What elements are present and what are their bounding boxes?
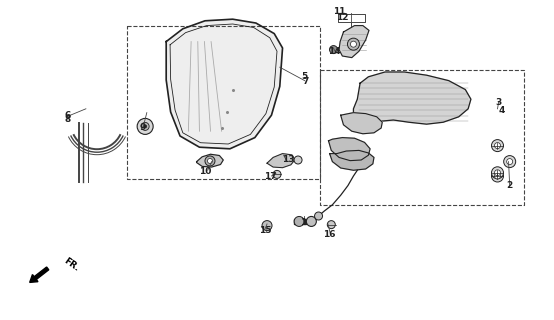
Circle shape [495, 170, 500, 176]
Circle shape [327, 221, 335, 228]
Text: 6: 6 [64, 111, 71, 120]
Polygon shape [166, 19, 283, 149]
Text: 13: 13 [282, 156, 294, 164]
Circle shape [495, 143, 500, 148]
Text: 14: 14 [329, 47, 341, 56]
Text: 2: 2 [506, 181, 513, 190]
Text: 8: 8 [64, 116, 71, 124]
Circle shape [294, 156, 302, 164]
Circle shape [205, 156, 215, 166]
Text: 16: 16 [324, 230, 336, 239]
Circle shape [141, 122, 149, 131]
Circle shape [491, 140, 504, 152]
FancyArrow shape [30, 267, 49, 282]
Circle shape [143, 125, 147, 128]
Text: 11: 11 [333, 7, 345, 16]
Polygon shape [329, 138, 370, 161]
Text: 4: 4 [498, 106, 505, 115]
Circle shape [315, 212, 322, 220]
Circle shape [207, 158, 213, 164]
Text: 1: 1 [300, 218, 307, 227]
Circle shape [137, 118, 153, 134]
Text: 9: 9 [140, 124, 146, 132]
Polygon shape [267, 154, 295, 168]
Circle shape [491, 167, 504, 179]
Text: 17: 17 [264, 172, 276, 181]
Text: 12: 12 [336, 13, 348, 22]
Polygon shape [197, 154, 223, 167]
Circle shape [330, 46, 337, 53]
Circle shape [294, 216, 304, 227]
Circle shape [351, 41, 356, 47]
Circle shape [347, 38, 360, 50]
Circle shape [262, 220, 272, 231]
Polygon shape [330, 150, 374, 170]
Text: 3: 3 [495, 98, 502, 107]
Circle shape [504, 156, 516, 168]
Bar [294, 219, 306, 224]
Text: 5: 5 [301, 72, 308, 81]
Circle shape [507, 159, 512, 164]
Text: 7: 7 [302, 77, 309, 86]
Text: 10: 10 [199, 167, 211, 176]
Circle shape [273, 170, 281, 178]
Circle shape [495, 173, 500, 179]
Polygon shape [339, 26, 369, 58]
Text: 15: 15 [259, 226, 271, 235]
Circle shape [306, 216, 316, 227]
Polygon shape [341, 113, 382, 134]
Text: FR.: FR. [61, 256, 80, 273]
Polygon shape [353, 72, 471, 125]
Circle shape [491, 170, 504, 182]
